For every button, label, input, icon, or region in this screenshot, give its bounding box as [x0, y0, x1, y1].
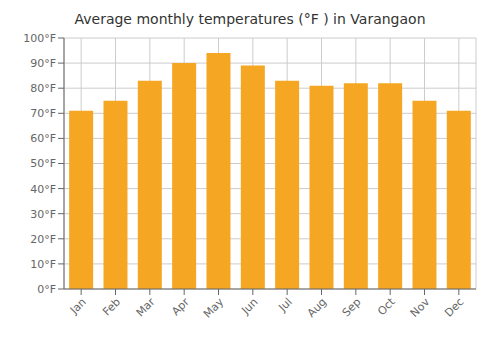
svg-text:Jul: Jul — [276, 295, 295, 314]
svg-text:100°F: 100°F — [23, 32, 56, 45]
svg-text:Nov: Nov — [408, 295, 433, 320]
svg-text:10°F: 10°F — [30, 258, 56, 271]
svg-text:90°F: 90°F — [30, 57, 56, 70]
svg-text:80°F: 80°F — [30, 82, 56, 95]
svg-text:Jun: Jun — [238, 295, 260, 317]
svg-text:May: May — [201, 295, 227, 321]
svg-text:70°F: 70°F — [30, 107, 56, 120]
svg-text:60°F: 60°F — [30, 132, 56, 145]
html-text:Average monthly temperatures (: Average monthly temperatures (°F ) in Va… — [74, 11, 426, 27]
svg-text:40°F: 40°F — [30, 183, 56, 196]
svg-text:Dec: Dec — [442, 295, 466, 319]
svg-text:Apr: Apr — [169, 295, 192, 318]
svg-text:50°F: 50°F — [30, 157, 56, 170]
svg-text:30°F: 30°F — [30, 208, 56, 221]
svg-text:Sep: Sep — [340, 295, 364, 319]
svg-text:0°F: 0°F — [37, 283, 56, 296]
svg-text:Aug: Aug — [305, 295, 329, 319]
svg-text:Feb: Feb — [100, 295, 123, 318]
svg-text:Jan: Jan — [67, 295, 89, 317]
svg-text:Mar: Mar — [134, 295, 158, 319]
svg-text:Oct: Oct — [375, 295, 398, 318]
svg-text:20°F: 20°F — [30, 233, 56, 246]
